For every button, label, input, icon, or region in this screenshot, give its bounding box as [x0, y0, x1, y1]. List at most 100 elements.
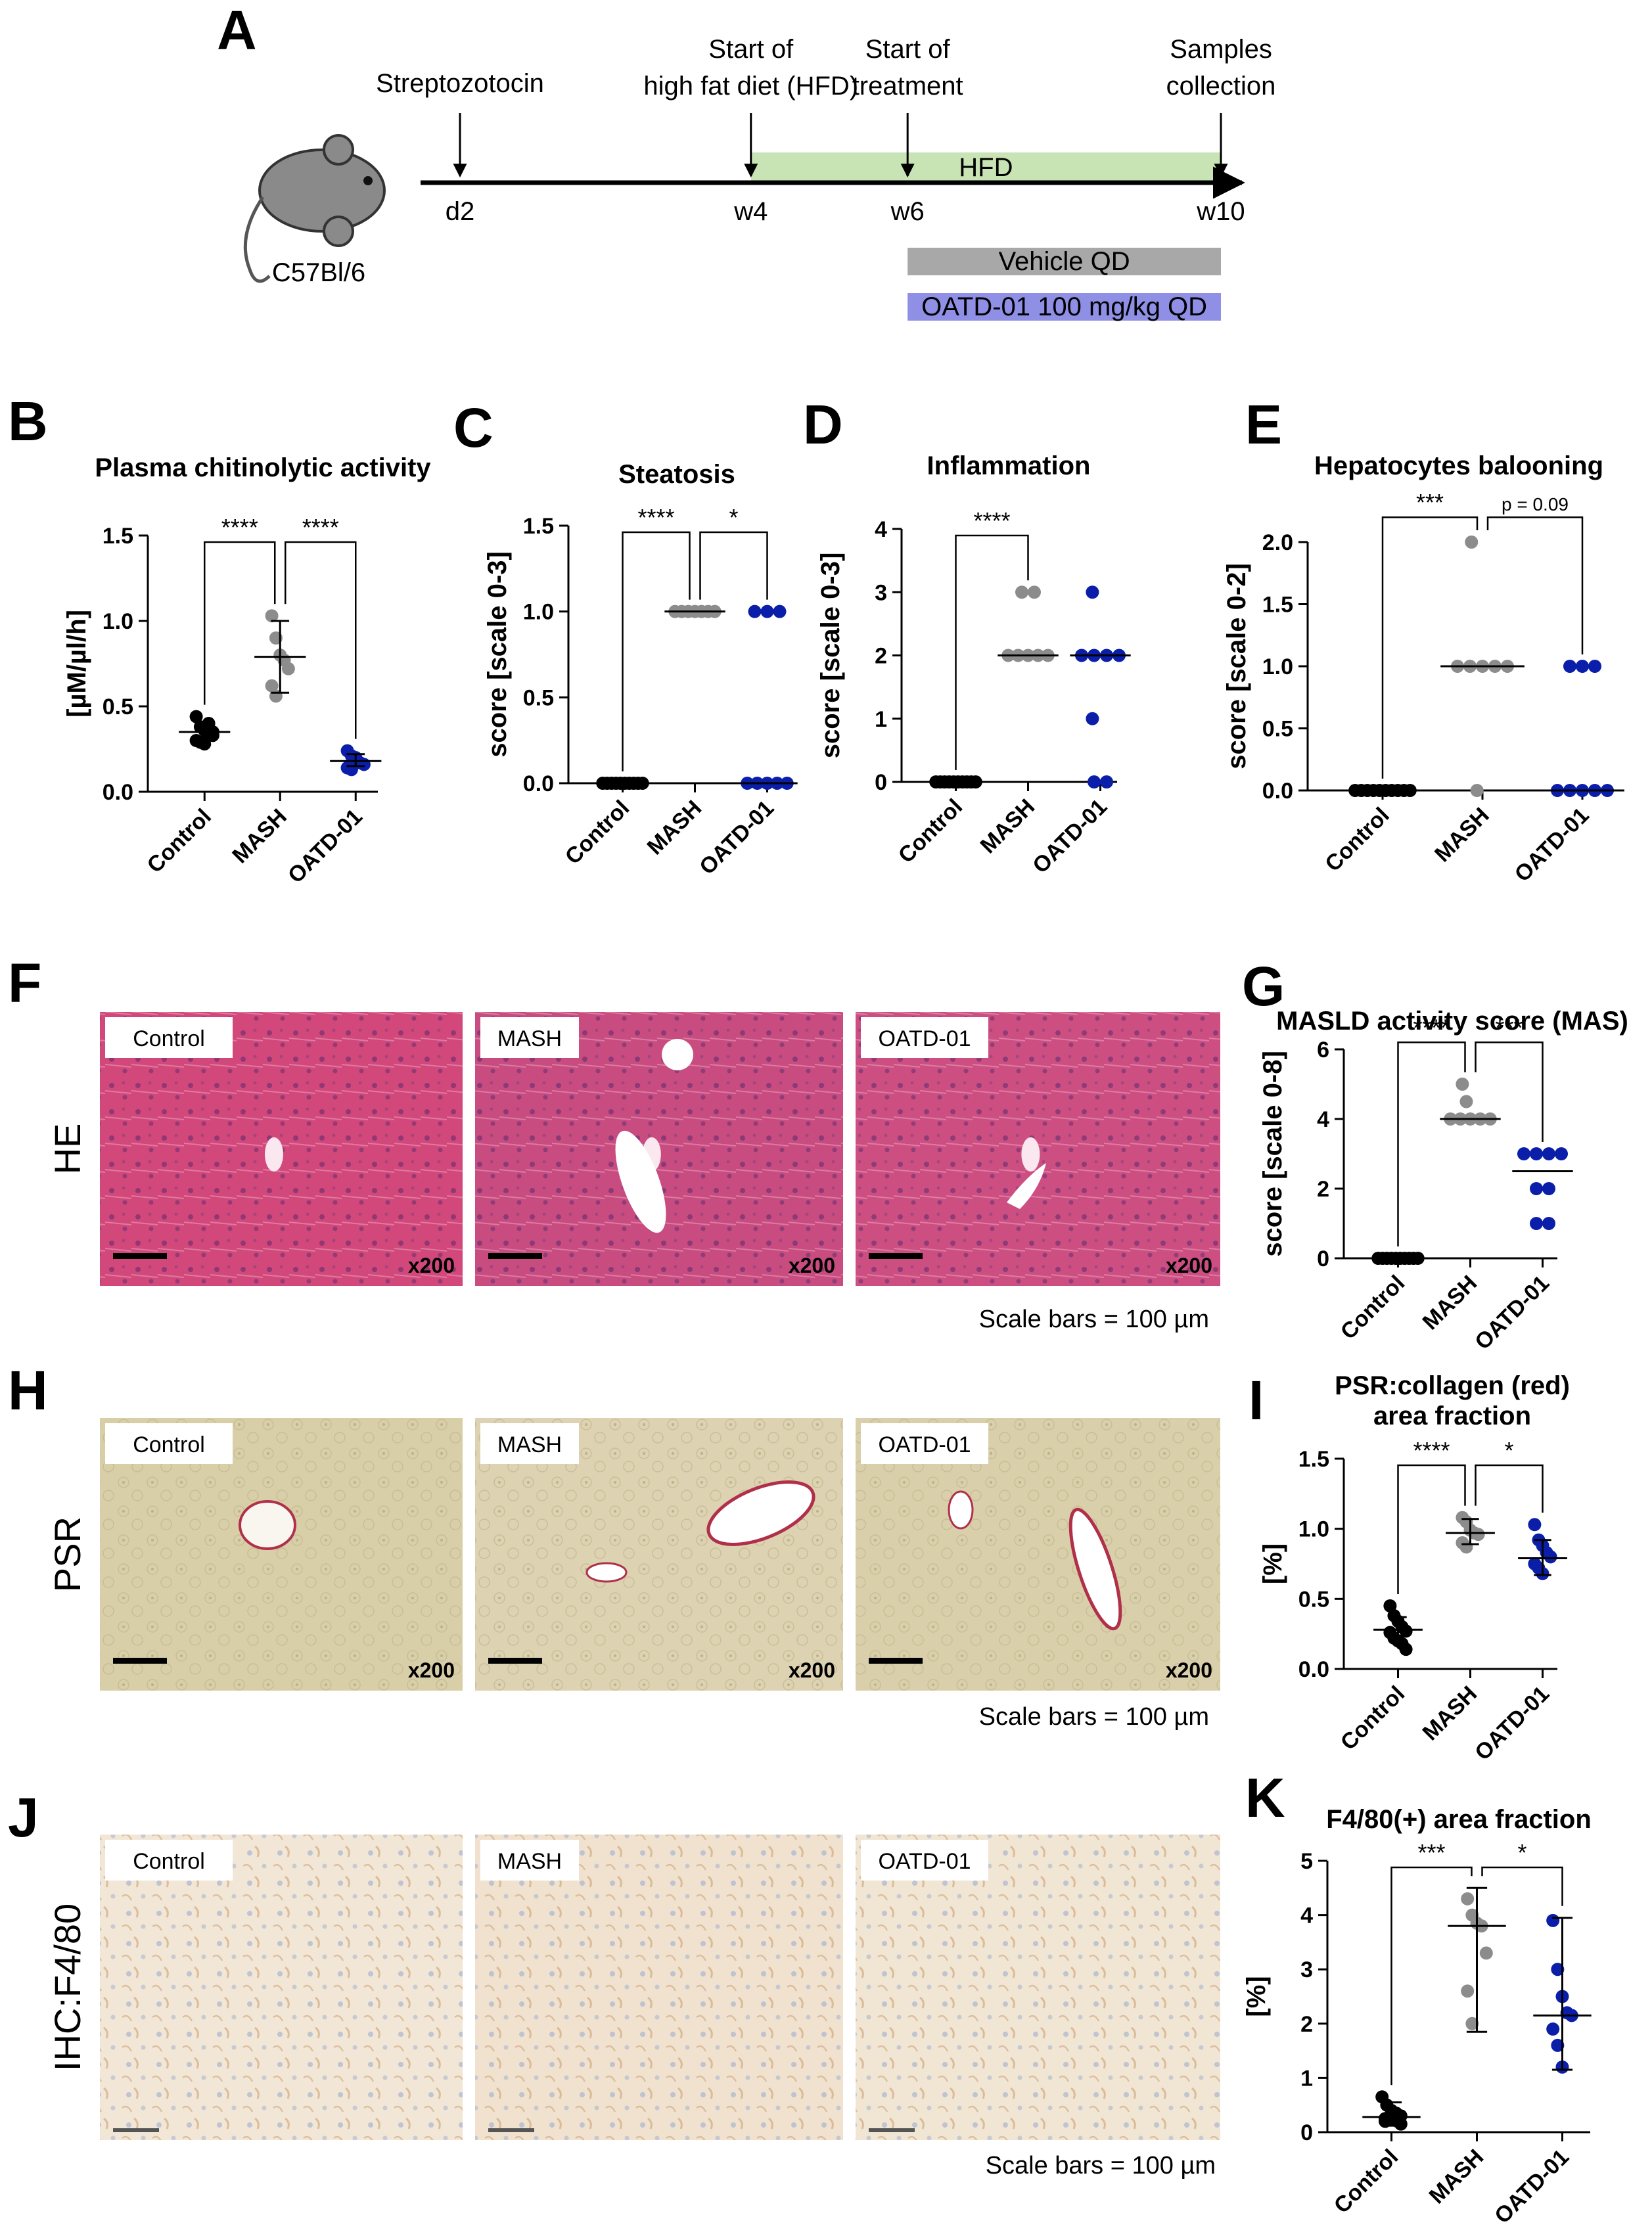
vessel	[585, 1562, 628, 1583]
data-point	[1394, 2117, 1408, 2131]
timeline-tick-3: w10	[1196, 197, 1245, 226]
data-point	[1479, 1946, 1493, 1960]
data-point	[1086, 585, 1099, 599]
data-point	[1542, 1217, 1555, 1230]
x-category-label: OATD-01	[1510, 803, 1594, 887]
magnification-label: x200	[1166, 1658, 1212, 1682]
y-tick-label: 4	[1317, 1107, 1329, 1132]
x-category-label: MASH	[1424, 2145, 1488, 2209]
micrograph-oatd01: OATD-01	[856, 1835, 1220, 2140]
scale-bar	[113, 2128, 159, 2132]
bar-label-0: HFD	[959, 153, 1013, 182]
micrograph-mash: MASH	[475, 1835, 843, 2140]
data-point	[1551, 1963, 1565, 1976]
micrograph-label-box	[861, 1423, 988, 1464]
x-category-label: Control	[561, 796, 634, 869]
x-category-label: Control	[143, 804, 216, 878]
y-tick-label: 5	[1300, 1849, 1313, 1874]
chart-title-i: area fraction	[1373, 1402, 1531, 1430]
significance-bracket	[1486, 516, 1584, 654]
chart-title-c: Steatosis	[618, 460, 735, 489]
data-point	[773, 605, 787, 618]
data-point	[1544, 1550, 1557, 1564]
y-axis-label: score [scale 0-8]	[1258, 1051, 1287, 1257]
stain-label: PSR	[47, 1517, 88, 1592]
significance-bracket	[1381, 516, 1479, 779]
data-point	[1470, 784, 1484, 797]
significance-bracket	[285, 541, 357, 739]
y-tick-label: 2	[1317, 1177, 1329, 1202]
y-tick-label: 0.0	[103, 780, 133, 805]
significance-bracket	[1390, 1866, 1473, 2086]
mouse-icon	[243, 134, 386, 283]
micrograph-control: Control x200	[100, 1418, 463, 1691]
x-category-label: MASH	[1417, 1271, 1482, 1335]
chart-b: B Plasma chitinolytic activity 0.0 0.5 1.0 1.…	[8, 390, 431, 888]
data-point	[265, 609, 279, 623]
significance-bracket	[1475, 1464, 1544, 1513]
y-tick-label: 0.0	[1262, 779, 1293, 804]
scale-bar-caption: Scale bars = 100 µm	[979, 1306, 1209, 1333]
micrograph-label: Control	[133, 1026, 205, 1051]
timeline-tick-2: w6	[890, 197, 925, 226]
y-axis-label: score [scale 0-3]	[816, 553, 845, 759]
panel-label-f: F	[8, 952, 41, 1014]
vessel	[948, 1490, 974, 1530]
data-point	[1517, 1147, 1530, 1160]
micrograph-control: Control x200	[100, 1012, 463, 1286]
y-tick-label: 0.5	[1298, 1587, 1329, 1612]
x-category-label: Control	[1336, 1681, 1410, 1755]
timeline-tick-0: d2	[446, 197, 475, 226]
micrograph-row-ihcf480: J IHC:F4/80 Control MASH OATD-01 Scale bars =…	[8, 1787, 1220, 2179]
significance-label: ****	[973, 507, 1010, 534]
x-category-label: Control	[894, 794, 967, 868]
y-tick-label: 2	[1300, 2012, 1313, 2037]
scale-bar	[113, 1658, 167, 1664]
scale-bar	[869, 2128, 915, 2132]
data-point	[1028, 585, 1041, 599]
significance-label: *	[1517, 1839, 1526, 1866]
y-tick-label: 1.0	[1262, 654, 1293, 679]
magnification-label: x200	[789, 1658, 835, 1682]
micrograph-label: Control	[133, 1849, 205, 1874]
scale-bar	[869, 1253, 923, 1259]
y-axis-label: score [scale 0-2]	[1222, 563, 1251, 769]
data-point	[1379, 2114, 1392, 2128]
data-point	[1015, 585, 1028, 599]
y-tick-label: 1	[875, 707, 887, 732]
x-category-label: MASH	[227, 804, 292, 869]
vessel	[1068, 1507, 1122, 1631]
micrograph-mash: MASH x200	[475, 1418, 843, 1691]
y-tick-label: 0	[875, 770, 887, 795]
micrograph-label: MASH	[497, 1432, 562, 1457]
y-tick-label: 3	[1300, 1957, 1313, 1982]
data-point	[1456, 1078, 1469, 1091]
micrograph-label-box	[480, 1840, 579, 1881]
data-point	[1563, 660, 1576, 673]
x-category-label: OATD-01	[695, 796, 779, 880]
y-axis-label: [%]	[1258, 1543, 1287, 1584]
x-category-label: Control	[1320, 803, 1394, 877]
event-label-3-0: Samples	[1170, 35, 1272, 64]
significance-label: *	[729, 504, 738, 531]
significance-label: *	[1504, 1437, 1513, 1464]
significance-bracket	[699, 531, 768, 600]
panel-label-i: I	[1249, 1369, 1264, 1431]
micrograph-oatd01: OATD-01 x200	[856, 1012, 1220, 1286]
micrograph-control: Control	[100, 1835, 463, 2140]
significance-label: ***	[1417, 1839, 1445, 1866]
data-point	[1542, 1182, 1555, 1195]
x-category-label: MASH	[642, 796, 706, 860]
panel-label-a: A	[217, 0, 257, 61]
data-point	[1530, 1182, 1543, 1195]
vessel	[1021, 1137, 1040, 1172]
scale-bar	[869, 1658, 923, 1664]
y-tick-label: 4	[875, 517, 887, 542]
y-tick-label: 1.5	[1298, 1447, 1329, 1472]
vessel	[662, 1039, 693, 1070]
y-tick-label: 0	[1300, 2120, 1313, 2145]
vessel	[239, 1500, 296, 1550]
chart-title-k: F4/80(+) area fraction	[1326, 1805, 1592, 1834]
y-tick-label: 6	[1317, 1038, 1329, 1062]
